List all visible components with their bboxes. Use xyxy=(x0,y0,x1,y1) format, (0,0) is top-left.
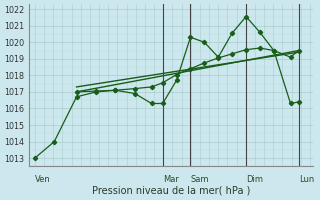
Text: Dim: Dim xyxy=(246,175,263,184)
X-axis label: Pression niveau de la mer( hPa ): Pression niveau de la mer( hPa ) xyxy=(92,186,250,196)
Text: Sam: Sam xyxy=(190,175,209,184)
Text: Mar: Mar xyxy=(163,175,179,184)
Text: Ven: Ven xyxy=(35,175,51,184)
Text: Lun: Lun xyxy=(299,175,314,184)
